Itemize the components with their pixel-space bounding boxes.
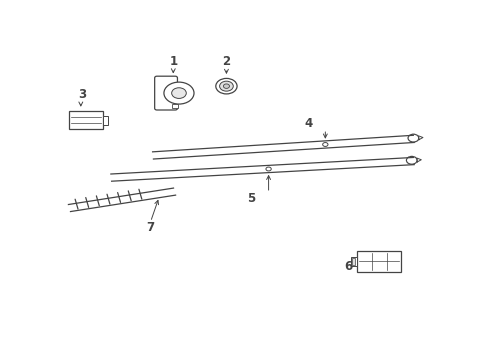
Bar	[69, 111, 103, 129]
Bar	[352, 258, 355, 265]
Circle shape	[266, 167, 271, 171]
Bar	[358, 251, 401, 272]
Polygon shape	[408, 134, 419, 142]
Circle shape	[216, 78, 237, 94]
Polygon shape	[418, 136, 423, 140]
Circle shape	[164, 82, 194, 104]
Circle shape	[220, 81, 233, 91]
Bar	[103, 116, 108, 125]
Bar	[351, 257, 358, 266]
Text: 4: 4	[304, 117, 312, 130]
Polygon shape	[406, 156, 417, 164]
Circle shape	[408, 134, 419, 142]
Circle shape	[223, 84, 229, 89]
Text: 3: 3	[78, 88, 86, 101]
Text: 5: 5	[247, 192, 255, 205]
Bar	[172, 104, 178, 108]
Polygon shape	[417, 158, 421, 162]
Circle shape	[406, 156, 417, 164]
Text: 7: 7	[147, 221, 154, 234]
Text: 6: 6	[344, 260, 352, 273]
Circle shape	[172, 88, 186, 98]
Text: 2: 2	[222, 55, 230, 68]
Text: 1: 1	[169, 55, 177, 68]
FancyBboxPatch shape	[155, 76, 177, 110]
Circle shape	[323, 143, 328, 147]
